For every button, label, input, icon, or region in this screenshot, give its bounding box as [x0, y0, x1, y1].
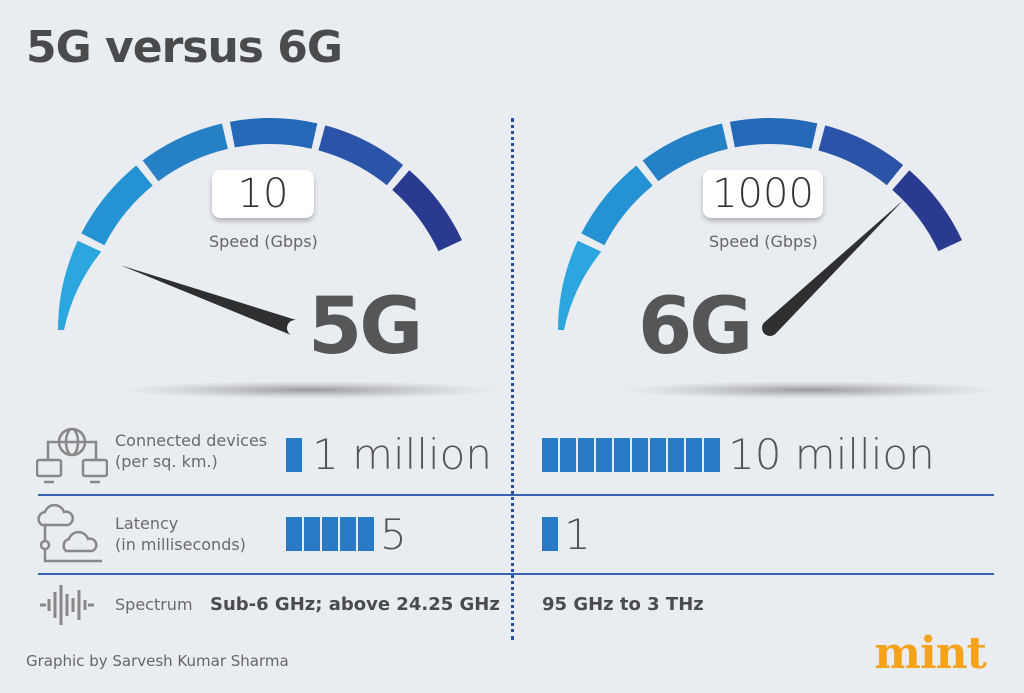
- bar-block: [286, 438, 302, 472]
- gauge-segment: [581, 165, 653, 246]
- gauge-segment: [81, 165, 153, 246]
- network-globe-icon: [36, 427, 108, 484]
- bar-block: [560, 438, 576, 472]
- gauge-segment: [318, 125, 404, 186]
- bar-block: [340, 517, 356, 551]
- gauge-segment: [892, 170, 962, 252]
- bar-block: [322, 517, 338, 551]
- bar-block: [578, 438, 594, 472]
- bar-block: [686, 438, 702, 472]
- mint-logo: mint: [874, 628, 987, 679]
- sound-wave-icon: [40, 585, 94, 625]
- gauge-segment: [729, 118, 818, 149]
- speed-value-6g: 1000: [703, 170, 823, 218]
- gauge-segment: [558, 240, 602, 330]
- gauge-label-6g: 6G: [638, 282, 753, 372]
- gauge-shadow: [120, 381, 500, 399]
- gauge-segment: [58, 240, 102, 330]
- gauge-needle: [762, 199, 904, 336]
- gauge-segment: [392, 170, 462, 252]
- bar-block: [614, 438, 630, 472]
- bar-block: [358, 517, 374, 551]
- speed-label-5g: Speed (Gbps): [209, 232, 318, 251]
- bar-block: [304, 517, 320, 551]
- gauge-segment: [229, 118, 318, 149]
- bar-block: [286, 517, 302, 551]
- bar-block: [650, 438, 666, 472]
- bar-block: [596, 438, 612, 472]
- bar-block: [704, 438, 720, 472]
- divider: [38, 494, 994, 496]
- spectrum-5g-value: Sub-6 GHz; above 24.25 GHz: [210, 594, 500, 615]
- label-line: (per sq. km.): [115, 452, 218, 471]
- page-title: 5G versus 6G: [26, 22, 343, 73]
- label-line: (in milliseconds): [115, 535, 246, 554]
- divider-vertical: [511, 118, 514, 640]
- devices-6g-value: 10 million: [728, 430, 935, 479]
- divider: [38, 573, 994, 575]
- row-label-latency: Latency (in milliseconds): [115, 513, 246, 555]
- credit: Graphic by Sarvesh Kumar Sharma: [26, 652, 289, 670]
- row-label-spectrum: Spectrum: [115, 595, 193, 614]
- label-line: Connected devices: [115, 431, 268, 450]
- gauges: [58, 118, 1000, 399]
- speed-label-6g: Speed (Gbps): [709, 232, 818, 251]
- bar-block: [632, 438, 648, 472]
- gauge-shadow: [620, 381, 1000, 399]
- gauge-segment: [142, 123, 228, 182]
- speed-value-5g: 10: [212, 170, 314, 218]
- label-line: Latency: [115, 514, 179, 533]
- cloud-clock-icon: [37, 503, 102, 563]
- bar-block: [542, 438, 558, 472]
- gauge-segment: [642, 123, 728, 182]
- gauge-segment: [818, 125, 904, 186]
- gauge-needle: [120, 265, 298, 336]
- gauge-label-5g: 5G: [308, 282, 423, 372]
- spectrum-6g-value: 95 GHz to 3 THz: [542, 594, 704, 615]
- devices-5g-value: 1 million: [312, 430, 492, 479]
- bar-block: [668, 438, 684, 472]
- latency-6g-value: 1: [564, 510, 591, 559]
- row-label-devices: Connected devices (per sq. km.): [115, 430, 267, 472]
- latency-5g-value: 5: [380, 510, 407, 559]
- bar-block: [542, 517, 558, 551]
